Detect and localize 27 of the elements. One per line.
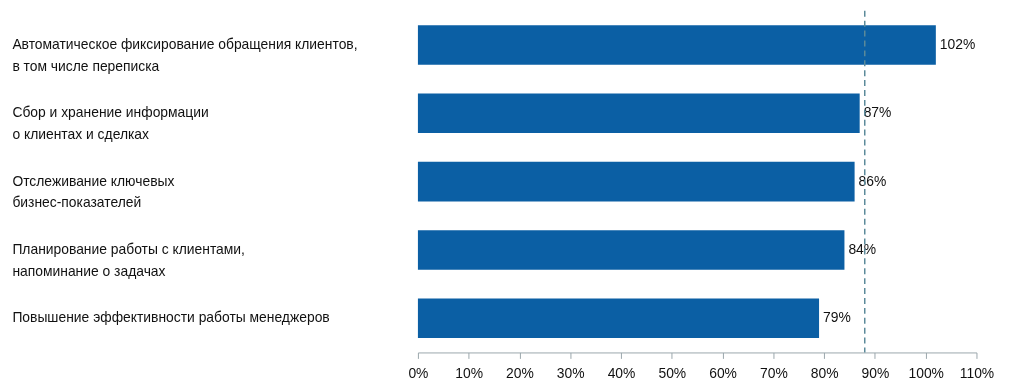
x-tick-label: 60% — [709, 364, 737, 381]
x-tick-label: 10% — [455, 364, 484, 381]
y-tick-label: Отслеживание ключевых бизнес-показателей — [12, 172, 175, 211]
bar — [417, 161, 855, 202]
y-tick-label: Автоматическое фиксирование обращения клиентов, в том числе переписка — [12, 35, 358, 74]
data-label: 84% — [848, 240, 877, 257]
data-label: 102% — [939, 35, 976, 52]
x-tick-label: 40% — [607, 364, 636, 381]
data-label: 87% — [863, 104, 892, 121]
x-tick-label: 70% — [759, 364, 788, 381]
data-label: 79% — [823, 309, 851, 326]
data-label: 86% — [858, 172, 887, 189]
y-tick-label: Сбор и хранение информации о клиентах и сделках — [12, 104, 209, 143]
y-tick-label: Повышение эффективности работы менеджеров — [12, 309, 330, 326]
x-tick-label: 30% — [556, 364, 585, 381]
bar — [417, 93, 860, 134]
x-tick-label: 90% — [861, 364, 890, 381]
x-tick-label: 110% — [959, 364, 995, 381]
x-tick-label: 80% — [810, 364, 839, 381]
x-tick-label: 0% — [408, 364, 429, 381]
bar — [417, 298, 820, 339]
bar — [417, 230, 845, 270]
x-tick-label: 100% — [908, 364, 944, 381]
x-tick-label: 50% — [658, 364, 687, 381]
bar — [417, 25, 936, 65]
y-tick-label: Планирование работы с клиентами, напоминание о задачах — [12, 240, 245, 279]
x-tick-label: 20% — [506, 364, 534, 381]
